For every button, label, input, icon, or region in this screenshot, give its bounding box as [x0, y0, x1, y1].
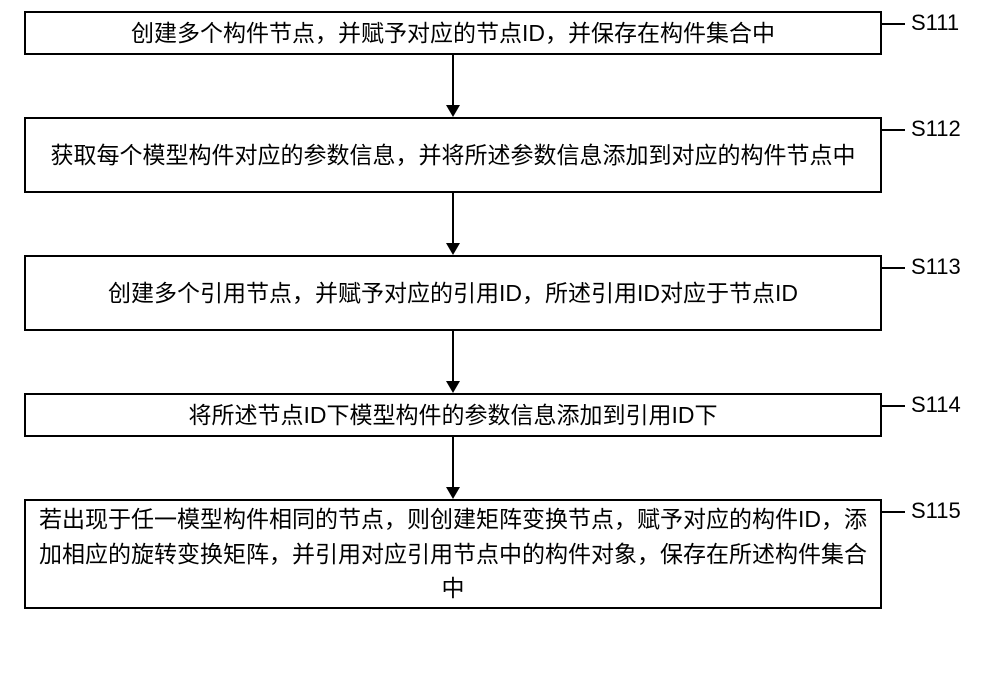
step-label-S115: S115 [911, 498, 961, 524]
connector-n4-n5 [452, 437, 454, 487]
leader-line [882, 405, 905, 407]
flow-node-S111: 创建多个构件节点，并赋予对应的节点ID，并保存在构件集合中 [24, 11, 882, 55]
leader-line [882, 267, 905, 269]
arrow-head-icon [446, 381, 460, 393]
flow-node-text: 若出现于任一模型构件相同的节点，则创建矩阵变换节点，赋予对应的构件ID，添加相应… [36, 502, 870, 606]
connector-n1-n2 [452, 55, 454, 105]
flow-node-text: 创建多个引用节点，并赋予对应的引用ID，所述引用ID对应于节点ID [108, 276, 798, 311]
flow-node-text: 获取每个模型构件对应的参数信息，并将所述参数信息添加到对应的构件节点中 [51, 138, 856, 173]
arrow-head-icon [446, 243, 460, 255]
arrow-head-icon [446, 487, 460, 499]
connector-n2-n3 [452, 193, 454, 243]
connector-n3-n4 [452, 331, 454, 381]
flow-node-S112: 获取每个模型构件对应的参数信息，并将所述参数信息添加到对应的构件节点中 [24, 117, 882, 193]
step-label-S112: S112 [911, 116, 961, 142]
flow-node-text: 将所述节点ID下模型构件的参数信息添加到引用ID下 [189, 398, 718, 433]
leader-line [882, 129, 905, 131]
flowchart-canvas: 创建多个构件节点，并赋予对应的节点ID，并保存在构件集合中 S111 获取每个模型构… [0, 0, 1000, 677]
flow-node-S115: 若出现于任一模型构件相同的节点，则创建矩阵变换节点，赋予对应的构件ID，添加相应… [24, 499, 882, 609]
leader-line [882, 23, 905, 25]
leader-line [882, 511, 905, 513]
flow-node-text: 创建多个构件节点，并赋予对应的节点ID，并保存在构件集合中 [131, 16, 775, 51]
step-label-S111: S111 [911, 10, 959, 36]
flow-node-S113: 创建多个引用节点，并赋予对应的引用ID，所述引用ID对应于节点ID [24, 255, 882, 331]
flow-node-S114: 将所述节点ID下模型构件的参数信息添加到引用ID下 [24, 393, 882, 437]
step-label-S114: S114 [911, 392, 961, 418]
step-label-S113: S113 [911, 254, 961, 280]
arrow-head-icon [446, 105, 460, 117]
